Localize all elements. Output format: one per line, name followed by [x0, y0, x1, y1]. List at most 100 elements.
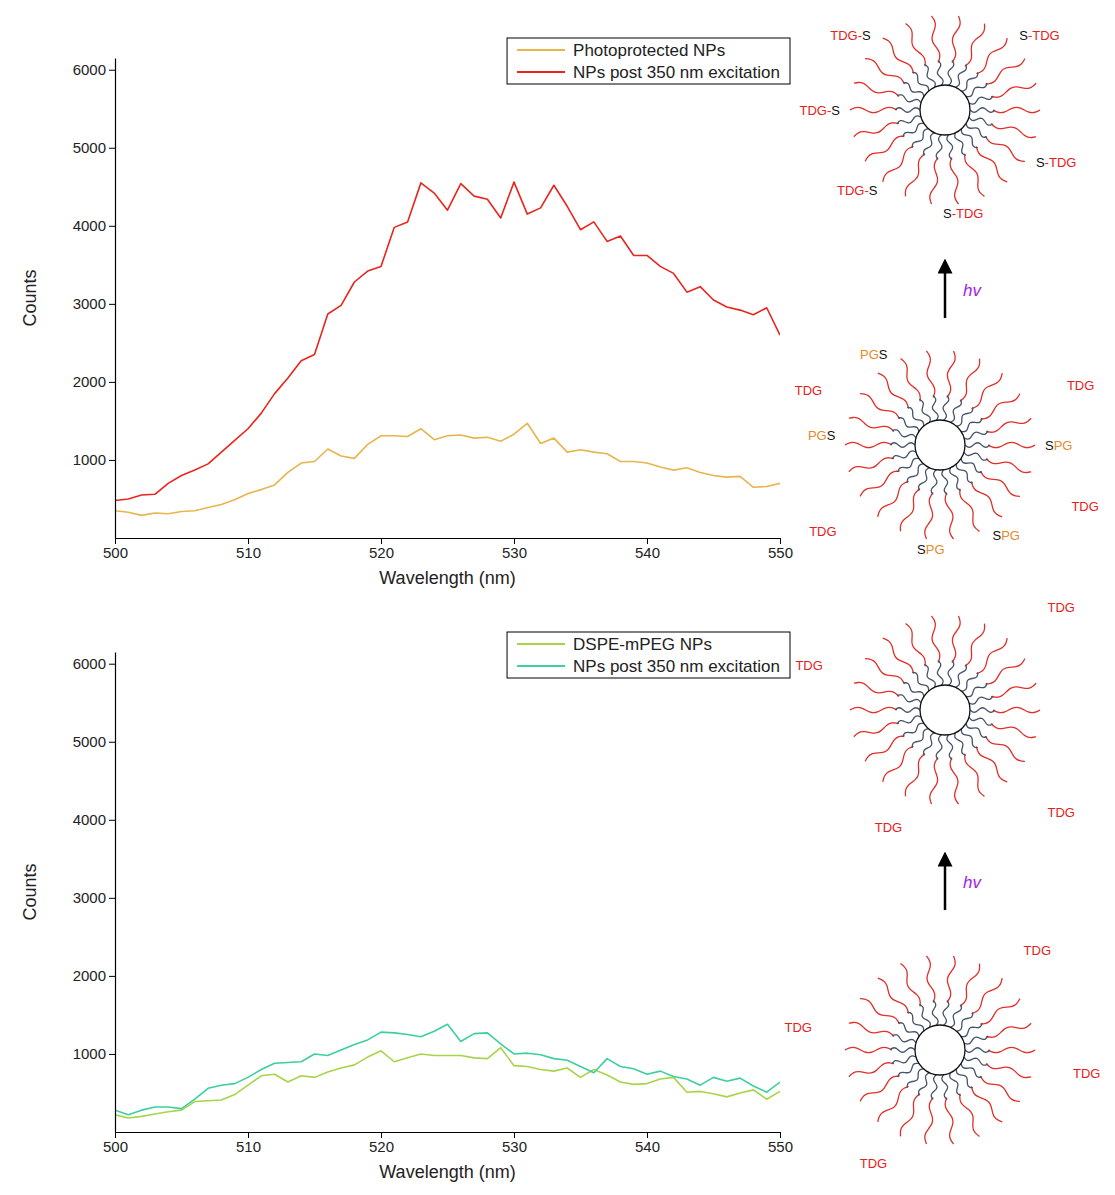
outer-strand: [965, 754, 985, 797]
outer-strand: [965, 154, 985, 197]
legend-label: Photoprotected NPs: [573, 41, 725, 60]
particle-label: TDG: [795, 383, 822, 398]
inner-strand: [948, 61, 954, 86]
inner-strand: [897, 695, 921, 703]
outer-strand: [986, 459, 1031, 473]
nanoparticle: TDGTDGTDGTDG: [785, 943, 1101, 1171]
tick-label: 2000: [73, 967, 106, 984]
inner-strand: [955, 733, 966, 756]
outer-strand: [860, 471, 900, 496]
tick: 2000: [73, 967, 115, 984]
tick: 1000: [73, 1045, 115, 1062]
tick-mark: [109, 664, 115, 665]
inner-strand: [965, 443, 990, 448]
tick-label: 3000: [73, 889, 106, 906]
outer-strand: [980, 394, 1020, 419]
outer-strand: [865, 59, 905, 84]
outer-strand: [931, 616, 939, 663]
tick: 5000: [73, 139, 115, 156]
series-line: [115, 1024, 780, 1115]
outer-strand: [988, 1047, 1035, 1052]
particle-label: SPG: [1045, 438, 1072, 453]
outer-strand: [945, 1098, 953, 1145]
inner-strand: [964, 431, 988, 439]
outer-strand: [991, 83, 1036, 97]
inner-strand: [931, 1075, 937, 1100]
tick-mark: [109, 304, 115, 305]
arrow: [944, 266, 947, 318]
x-axis: 500510520530540550: [103, 538, 793, 561]
outer-strand: [906, 624, 926, 667]
inner-strand: [932, 1001, 938, 1026]
outer-strand: [854, 123, 899, 137]
outer-strand: [849, 1022, 894, 1036]
outer-strand: [878, 978, 909, 1014]
tick: 510: [236, 1132, 261, 1155]
outer-strand: [971, 1086, 1002, 1122]
outer-strand: [980, 471, 1020, 496]
diagram: TDG-SS-TDGTDG-SS-TDGS-TDGTDG-STDGPGSTDGP…: [785, 16, 1101, 1171]
y-axis-title: Counts: [20, 863, 40, 920]
inner-strand: [919, 400, 930, 423]
outer-strand: [985, 736, 1025, 761]
outer-strand: [883, 146, 914, 182]
tick-label: 540: [635, 1138, 660, 1155]
core: [920, 685, 970, 735]
outer-strand: [993, 707, 1040, 712]
inner-strand: [937, 61, 943, 86]
inner-strand: [936, 135, 942, 160]
inner-strand: [892, 1056, 916, 1064]
outer-strand: [883, 38, 914, 74]
inner-strand: [964, 1036, 988, 1044]
particle-label: TDG: [875, 820, 902, 835]
arrow: [944, 859, 947, 910]
outer-strand: [926, 351, 934, 398]
inner-strand: [924, 665, 935, 688]
inner-strand: [947, 735, 953, 760]
inner-strand: [964, 1057, 988, 1065]
tick-mark: [109, 70, 115, 71]
outer-strand: [925, 1098, 933, 1145]
inner-strand: [943, 1001, 949, 1026]
inner-strand: [947, 135, 953, 160]
inner-strand: [956, 464, 972, 483]
tick: 520: [369, 538, 394, 561]
inner-strand: [955, 665, 966, 688]
tick-label: 2000: [73, 373, 106, 390]
outer-strand: [860, 999, 900, 1024]
inner-strand: [924, 133, 935, 156]
outer-strand: [845, 1047, 892, 1052]
axis-line: [116, 538, 781, 539]
plot-marks: [115, 182, 780, 515]
tick: 5000: [73, 733, 115, 750]
tick: 6000: [73, 655, 115, 672]
tick-label: 3000: [73, 295, 106, 312]
outer-strand: [854, 82, 899, 96]
inner-strand: [961, 1023, 982, 1037]
inner-strand: [912, 72, 928, 91]
outer-strand: [986, 1023, 1031, 1037]
outer-strand: [991, 124, 1036, 138]
y-axis: 100020003000400050006000: [73, 59, 116, 539]
inner-strand: [892, 451, 916, 459]
particle-label: S-TDG: [943, 206, 983, 221]
tick-mark: [109, 460, 115, 461]
tick: 500: [103, 538, 128, 561]
inner-strand: [932, 396, 938, 421]
series-line: [115, 423, 780, 515]
legend-swatch: [517, 71, 565, 73]
outer-strand: [986, 1064, 1031, 1078]
particle-label: TDG: [1067, 378, 1094, 393]
particle-label: TDG: [785, 1020, 812, 1035]
particle-label: TDG-S: [837, 183, 878, 198]
inner-strand: [895, 108, 920, 113]
inner-strand: [942, 470, 948, 495]
outer-strand: [965, 624, 985, 667]
plot-marks: [115, 1024, 780, 1118]
particle-label: TDG-S: [800, 103, 841, 118]
particle-label: TDG: [1024, 943, 1051, 958]
y-axis-title: Counts: [20, 269, 40, 326]
tick-label: 6000: [73, 61, 106, 78]
outer-strand: [865, 659, 905, 684]
outer-strand: [931, 16, 939, 63]
